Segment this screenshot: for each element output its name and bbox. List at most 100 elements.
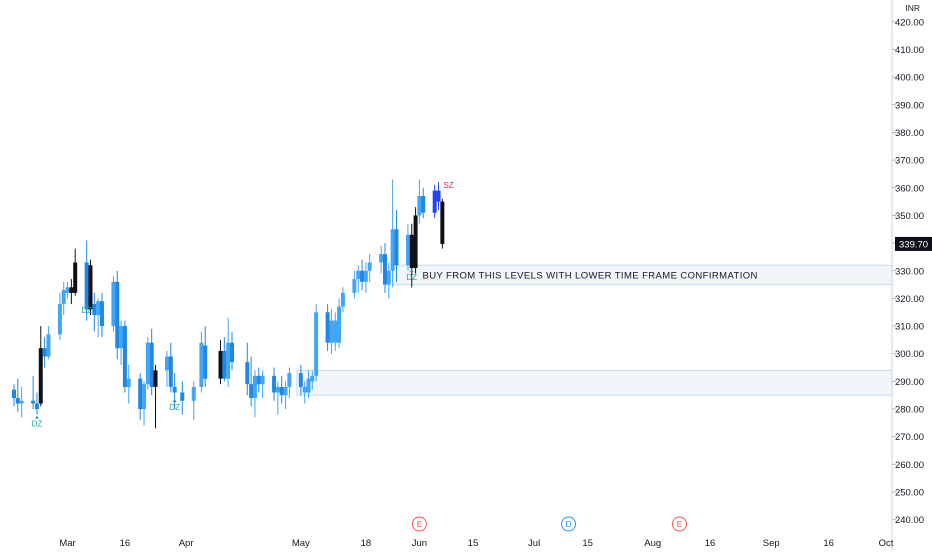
candle-body <box>142 384 147 410</box>
candle-body <box>352 279 357 293</box>
candle-body <box>356 270 361 280</box>
candle-body <box>38 348 43 404</box>
candle-body <box>314 312 319 376</box>
candle-body <box>149 342 154 387</box>
candle-body <box>99 301 104 327</box>
candle-body <box>172 386 177 393</box>
candle-body <box>222 350 227 379</box>
candle-body <box>12 389 16 398</box>
candle-body <box>218 350 223 379</box>
candle-body <box>111 281 116 327</box>
candle-body <box>417 196 422 216</box>
candle-body <box>310 375 315 382</box>
zone-marker-arrow <box>409 269 414 272</box>
candle-body <box>279 386 284 396</box>
candle-body <box>31 400 36 404</box>
time-tick-label: Sep <box>763 538 780 549</box>
candle-body <box>379 254 384 263</box>
candle-body <box>252 375 257 398</box>
price-tick-label: 300.00 <box>895 349 924 360</box>
candle-body <box>360 270 365 282</box>
price-tick-label: 360.00 <box>895 183 924 194</box>
price-tick-label: 260.00 <box>895 460 924 471</box>
candle-body <box>409 234 414 268</box>
time-tick-label: Jun <box>412 538 427 549</box>
candle-body <box>15 398 20 404</box>
candle-body <box>180 392 185 401</box>
time-tick-label: 16 <box>120 538 131 549</box>
candle-body <box>153 370 158 387</box>
candle-body <box>84 262 89 310</box>
time-tick-label: 16 <box>705 538 716 549</box>
candle-body <box>168 356 173 387</box>
zone-marker: DZ <box>406 273 417 282</box>
price-tick-label: 380.00 <box>895 128 924 139</box>
price-tick-label: 350.00 <box>895 211 924 222</box>
price-tick-label: 370.00 <box>895 156 924 167</box>
candle-body <box>145 342 150 385</box>
candle-body <box>164 356 169 371</box>
candle-body <box>363 270 368 282</box>
candle-body <box>46 334 51 357</box>
candle-body <box>272 375 277 393</box>
candle-body <box>65 287 70 293</box>
candle-body <box>405 234 410 266</box>
time-axis[interactable]: Mar 16 Apr May 18 Jun 15 Jul 15 Aug 16 Sep 16 Oct <box>0 535 894 549</box>
price-tick-label: 240.00 <box>895 515 924 526</box>
candle-body <box>256 375 261 385</box>
candle-body <box>92 303 97 316</box>
price-tick-label: 330.00 <box>895 266 924 277</box>
zone-label: BUY FROM THIS LEVELS WITH LOWER TIME FRA… <box>422 270 757 281</box>
zone-marker: DZ <box>32 420 43 429</box>
candle-body <box>325 312 330 343</box>
candle-body <box>57 303 62 335</box>
time-tick-label: 15 <box>582 538 593 549</box>
price-axis[interactable]: INR 240.00 250.00 260.00 270.00 280.00 290.00 3… <box>891 0 932 550</box>
time-tick-label: May <box>292 538 310 549</box>
candle-body <box>73 262 78 293</box>
price-tick-label: 320.00 <box>895 294 924 305</box>
candle-body <box>42 348 47 357</box>
candles-layer <box>12 179 445 429</box>
candle-body <box>226 342 231 379</box>
candle-body <box>34 403 39 410</box>
candle-body <box>203 345 208 379</box>
candle-body <box>138 378 143 410</box>
currency-label: INR <box>905 3 920 13</box>
zone-marker-arrow <box>172 399 177 402</box>
candle-body <box>298 373 303 387</box>
time-tick-label: 18 <box>361 538 372 549</box>
demand-zone <box>296 369 893 396</box>
candle-body <box>69 287 74 293</box>
candle-body <box>199 342 204 387</box>
candle-body <box>119 326 124 349</box>
candle-body <box>287 373 292 387</box>
candle-body <box>96 301 101 316</box>
zones-layer: BUY FROM THIS LEVELS WITH LOWER TIME FRA… <box>296 264 893 396</box>
candle-body <box>126 378 131 387</box>
candle-body <box>249 384 254 398</box>
event-badge-label: E <box>677 520 682 529</box>
candle-body <box>88 265 93 310</box>
time-tick-label: Apr <box>179 538 194 549</box>
time-tick-label: Mar <box>59 538 75 549</box>
event-badge-label: D <box>566 520 572 529</box>
candle-body <box>230 342 234 363</box>
time-tick-label: 15 <box>468 538 479 549</box>
price-tick-label: 250.00 <box>895 488 924 499</box>
candle-body <box>333 320 338 343</box>
candle-body <box>260 375 265 385</box>
candle-body <box>191 386 196 401</box>
zone-marker-arrow <box>84 302 89 306</box>
candle-body <box>432 190 437 213</box>
event-badge <box>671 516 687 532</box>
candle-body <box>440 201 445 244</box>
candle-body <box>367 262 372 271</box>
candle-body <box>340 292 345 307</box>
candle-body <box>61 290 66 304</box>
price-tick-label: 420.00 <box>895 17 924 28</box>
candle-body <box>302 386 307 393</box>
